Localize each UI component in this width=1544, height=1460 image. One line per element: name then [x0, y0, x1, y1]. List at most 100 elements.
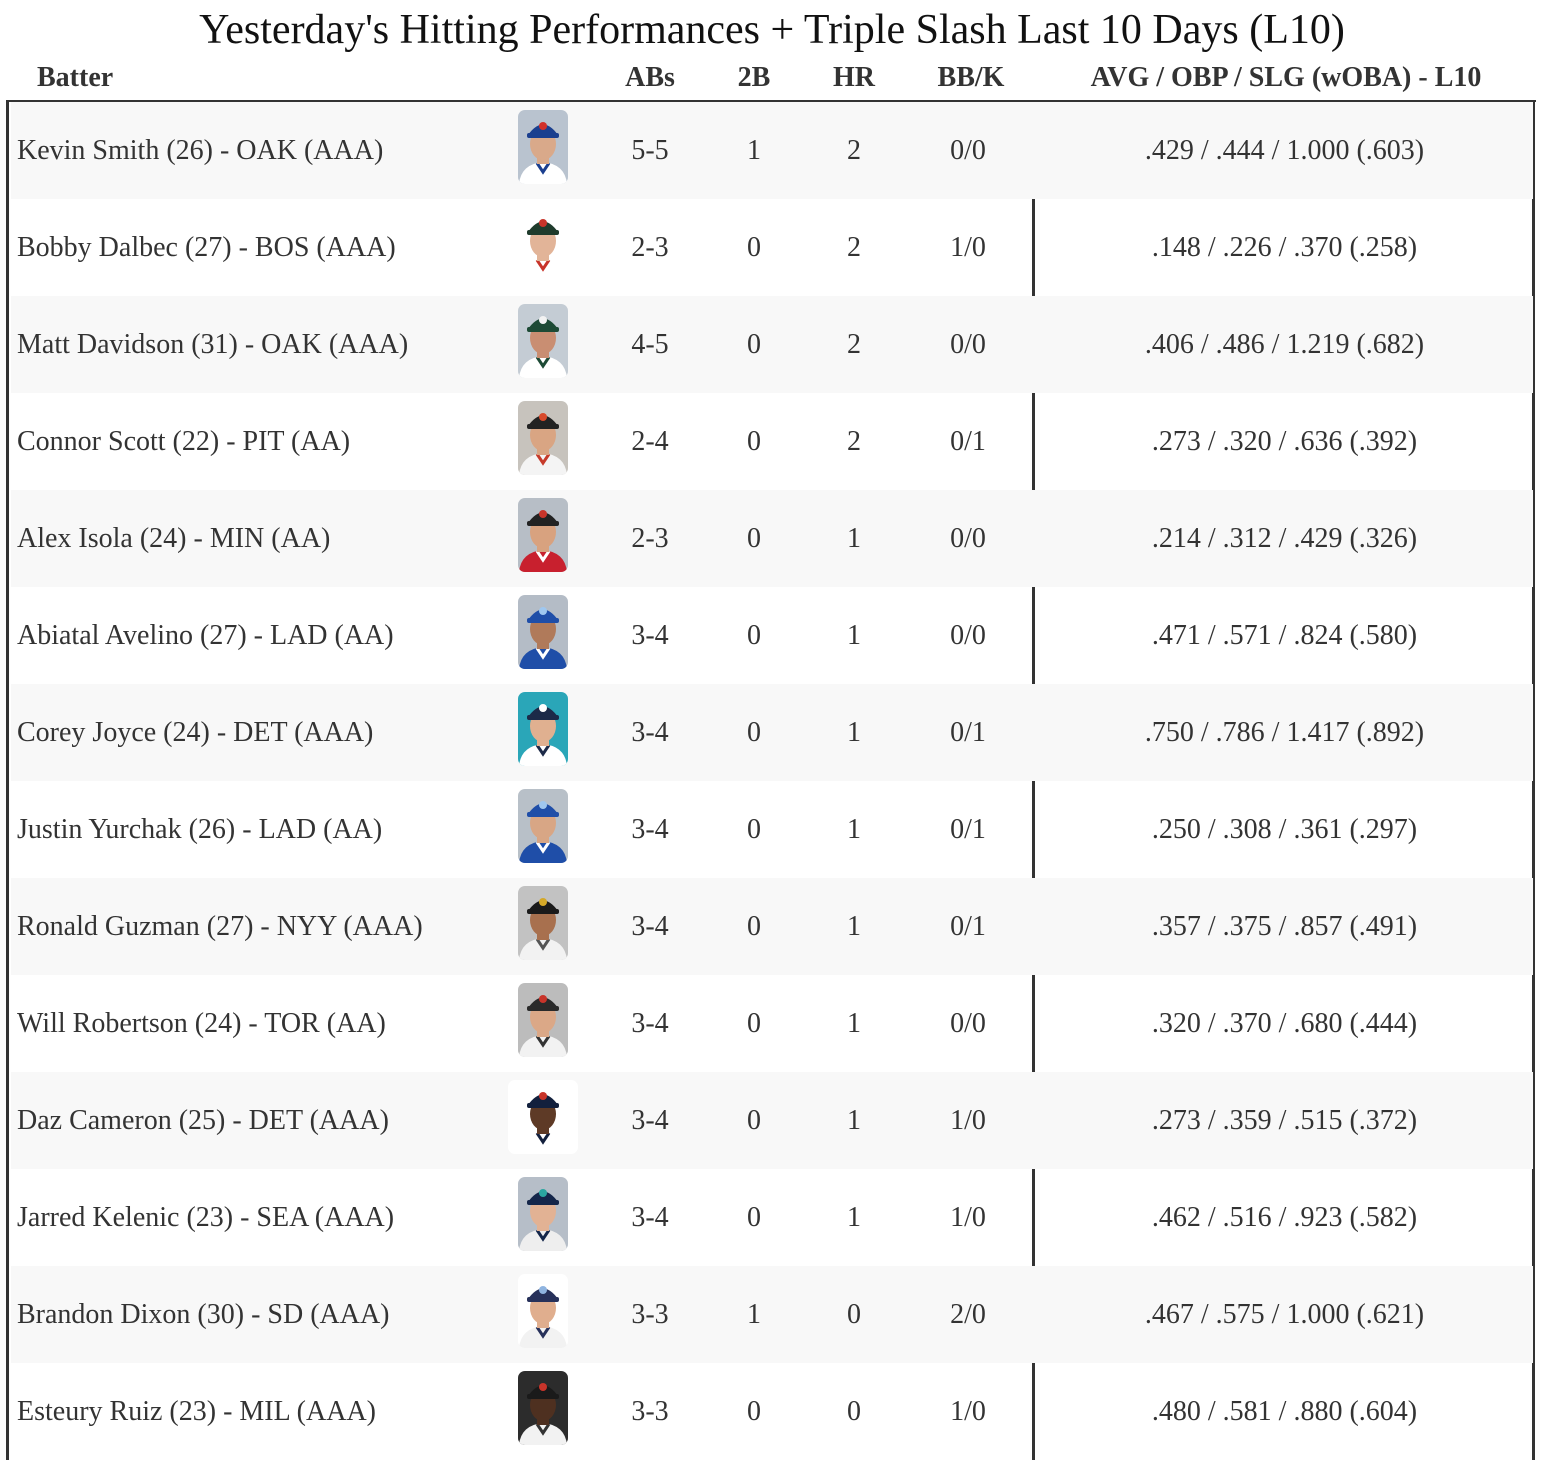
batter-name: Corey Joyce (24) - DET (AAA): [17, 717, 374, 748]
abs-value: 2-3: [631, 523, 669, 554]
batter-name: Esteury Ruiz (23) - MIL (AAA): [17, 1396, 376, 1427]
hr-value: 2: [847, 329, 861, 360]
player-headshot: [518, 110, 568, 184]
doubles-value: 0: [747, 620, 761, 651]
bbk-value: 0/1: [950, 717, 986, 748]
abs-value: 4-5: [631, 329, 669, 360]
bbk-value: 0/0: [950, 523, 986, 554]
doubles-value: 0: [747, 426, 761, 457]
doubles-value: 0: [747, 1396, 761, 1427]
abs-value: 3-4: [631, 911, 669, 942]
player-headshot: [518, 207, 568, 281]
doubles-value: 1: [747, 135, 761, 166]
slash-line: .148 / .226 / .370 (.258): [1151, 232, 1418, 263]
slash-line: .406 / .486 / 1.219 (.682): [1144, 329, 1425, 360]
hr-value: 1: [847, 1202, 861, 1233]
abs-value: 3-4: [631, 717, 669, 748]
table-right-border: [1532, 100, 1535, 1460]
bbk-value: 0/1: [950, 426, 986, 457]
player-headshot: [518, 692, 568, 766]
batter-name: Alex Isola (24) - MIN (AA): [17, 523, 331, 554]
table-row: Brandon Dixon (30) - SD (AAA) 3-3 1 0 2/0 .46…: [11, 1266, 1533, 1363]
table-row: Esteury Ruiz (23) - MIL (AAA) 3-3 0 0 1/0 .48…: [11, 1363, 1533, 1460]
table-row: Justin Yurchak (26) - LAD (AA) 3-4 0 1 0/1 .2…: [11, 781, 1533, 878]
table-row: Jarred Kelenic (23) - SEA (AAA) 3-4 0 1 1/0.…: [11, 1169, 1533, 1266]
hr-value: 1: [847, 717, 861, 748]
batter-name: Brandon Dixon (30) - SD (AAA): [17, 1299, 390, 1330]
batter-name: Abiatal Avelino (27) - LAD (AA): [17, 620, 394, 651]
doubles-value: 0: [747, 232, 761, 263]
batter-name: Matt Davidson (31) - OAK (AAA): [17, 329, 409, 360]
table-row: Bobby Dalbec (27) - BOS (AAA) 2-3 0 2 1/0 .14…: [11, 199, 1533, 296]
table-row: Alex Isola (24) - MIN (AA) 2-3 0 1 0/0 .214 /…: [11, 490, 1533, 587]
bbk-value: 0/0: [950, 620, 986, 651]
abs-value: 5-5: [631, 135, 669, 166]
bbk-value: 1/0: [950, 1396, 986, 1427]
batter-name: Kevin Smith (26) - OAK (AAA): [17, 135, 384, 166]
column-header-hr: HR: [833, 62, 875, 93]
table-row: Abiatal Avelino (27) - LAD (AA) 3-4 0 1 0/0.…: [11, 587, 1533, 684]
abs-value: 3-4: [631, 1008, 669, 1039]
hr-value: 0: [847, 1396, 861, 1427]
page-title: Yesterday's Hitting Performances + Tripl…: [199, 7, 1345, 53]
bbk-value: 0/1: [950, 911, 986, 942]
batter-name: Jarred Kelenic (23) - SEA (AAA): [17, 1202, 395, 1233]
bbk-value: 0/0: [950, 135, 986, 166]
batter-name: Bobby Dalbec (27) - BOS (AAA): [17, 232, 396, 263]
hr-value: 1: [847, 911, 861, 942]
doubles-value: 0: [747, 329, 761, 360]
doubles-value: 0: [747, 1202, 761, 1233]
player-headshot: [518, 498, 568, 572]
batter-name: Daz Cameron (25) - DET (AAA): [17, 1105, 389, 1136]
column-header-bbk: BB/K: [937, 62, 1005, 93]
doubles-value: 0: [747, 1105, 761, 1136]
batter-name: Will Robertson (24) - TOR (AA): [17, 1008, 386, 1039]
slash-line: .480 / .581 / .880 (.604): [1151, 1396, 1418, 1427]
slash-line: .467 / .575 / 1.000 (.621): [1144, 1299, 1425, 1330]
player-headshot: [518, 1274, 568, 1348]
slash-line: .214 / .312 / .429 (.326): [1151, 523, 1418, 554]
hr-value: 2: [847, 135, 861, 166]
table-row: Kevin Smith (26) - OAK (AAA) 5-5 1 2 0/0 .429…: [11, 102, 1533, 199]
bbk-value: 0/0: [950, 1008, 986, 1039]
abs-value: 2-3: [631, 232, 669, 263]
hr-value: 1: [847, 1008, 861, 1039]
abs-value: 3-4: [631, 814, 669, 845]
slash-line: .357 / .375 / .857 (.491): [1151, 911, 1418, 942]
hr-value: 1: [847, 523, 861, 554]
column-header-slash: AVG / OBP / SLG (wOBA) - L10: [1090, 62, 1482, 93]
bbk-value: 2/0: [950, 1299, 986, 1330]
slash-line: .273 / .320 / .636 (.392): [1151, 426, 1418, 457]
column-header-batter: Batter: [37, 62, 114, 93]
doubles-value: 1: [747, 1299, 761, 1330]
column-header-doubles: 2B: [737, 62, 771, 93]
player-headshot: [518, 1371, 568, 1445]
table-row: Will Robertson (24) - TOR (AA) 3-4 0 1 0/0 .3…: [11, 975, 1533, 1072]
player-headshot: [518, 401, 568, 475]
slash-line: .273 / .359 / .515 (.372): [1151, 1105, 1418, 1136]
player-headshot: [508, 1080, 578, 1154]
table-row: Daz Cameron (25) - DET (AAA) 3-4 0 1 1/0 .273…: [11, 1072, 1533, 1169]
hr-value: 1: [847, 620, 861, 651]
hr-value: 2: [847, 426, 861, 457]
abs-value: 2-4: [631, 426, 669, 457]
player-headshot: [518, 1177, 568, 1251]
player-headshot: [518, 789, 568, 863]
player-headshot: [518, 595, 568, 669]
slash-line: .471 / .571 / .824 (.580): [1151, 620, 1418, 651]
bbk-value: 0/0: [950, 329, 986, 360]
slash-line: .320 / .370 / .680 (.444): [1151, 1008, 1418, 1039]
batter-name: Connor Scott (22) - PIT (AA): [17, 426, 351, 457]
bbk-value: 1/0: [950, 1202, 986, 1233]
hr-value: 0: [847, 1299, 861, 1330]
table-row: Matt Davidson (31) - OAK (AAA) 4-5 0 2 0/0 .4…: [11, 296, 1533, 393]
slash-line: .462 / .516 / .923 (.582): [1151, 1202, 1418, 1233]
abs-value: 3-4: [631, 1202, 669, 1233]
slash-line: .250 / .308 / .361 (.297): [1151, 814, 1418, 845]
abs-value: 3-4: [631, 620, 669, 651]
column-header-abs: ABs: [625, 62, 675, 93]
player-headshot: [518, 886, 568, 960]
bbk-value: 0/1: [950, 814, 986, 845]
abs-value: 3-3: [631, 1396, 669, 1427]
doubles-value: 0: [747, 717, 761, 748]
